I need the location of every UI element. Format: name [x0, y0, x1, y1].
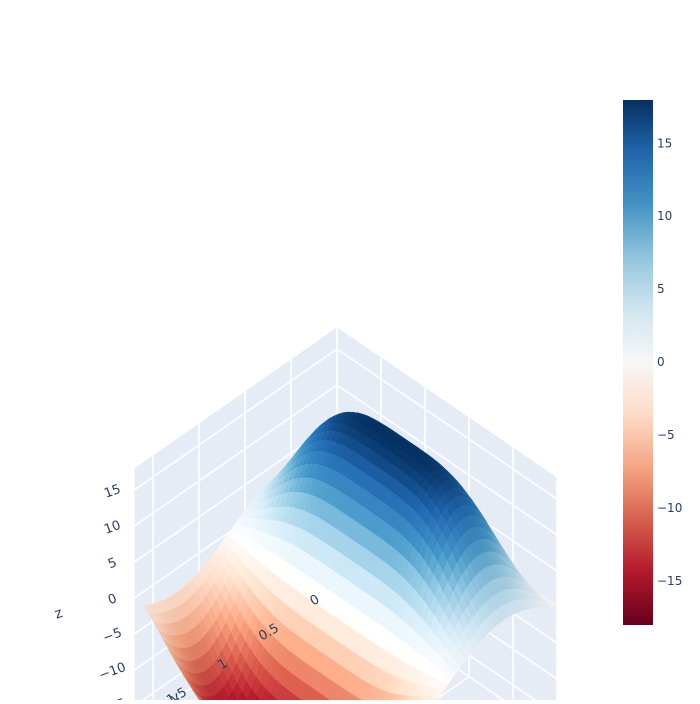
z-axis-title: z	[52, 605, 64, 623]
colorbar: −15 −10 −5 0 5 10 15	[623, 100, 682, 625]
z-tick-label: 5	[106, 555, 119, 572]
colorbar-tick-label: 15	[657, 136, 672, 150]
z-tick-label: 15	[102, 482, 123, 502]
z-tick-label: −5	[101, 625, 124, 646]
colorbar-tick-label: −15	[657, 574, 682, 588]
colorbar-tick-label: −10	[657, 501, 682, 515]
colorbar-tick-label: −5	[657, 428, 675, 442]
z-tick-label: −10	[97, 660, 128, 683]
colorbar-tick-label: 5	[657, 282, 665, 296]
z-tick-label: −15	[97, 696, 128, 700]
colorbar-tick-label: 10	[657, 209, 672, 223]
colorbar-gradient	[623, 100, 653, 625]
z-tick-label: 0	[106, 591, 119, 608]
colorbar-tick-label: 0	[657, 355, 665, 369]
z-tick-label: 10	[102, 518, 123, 538]
